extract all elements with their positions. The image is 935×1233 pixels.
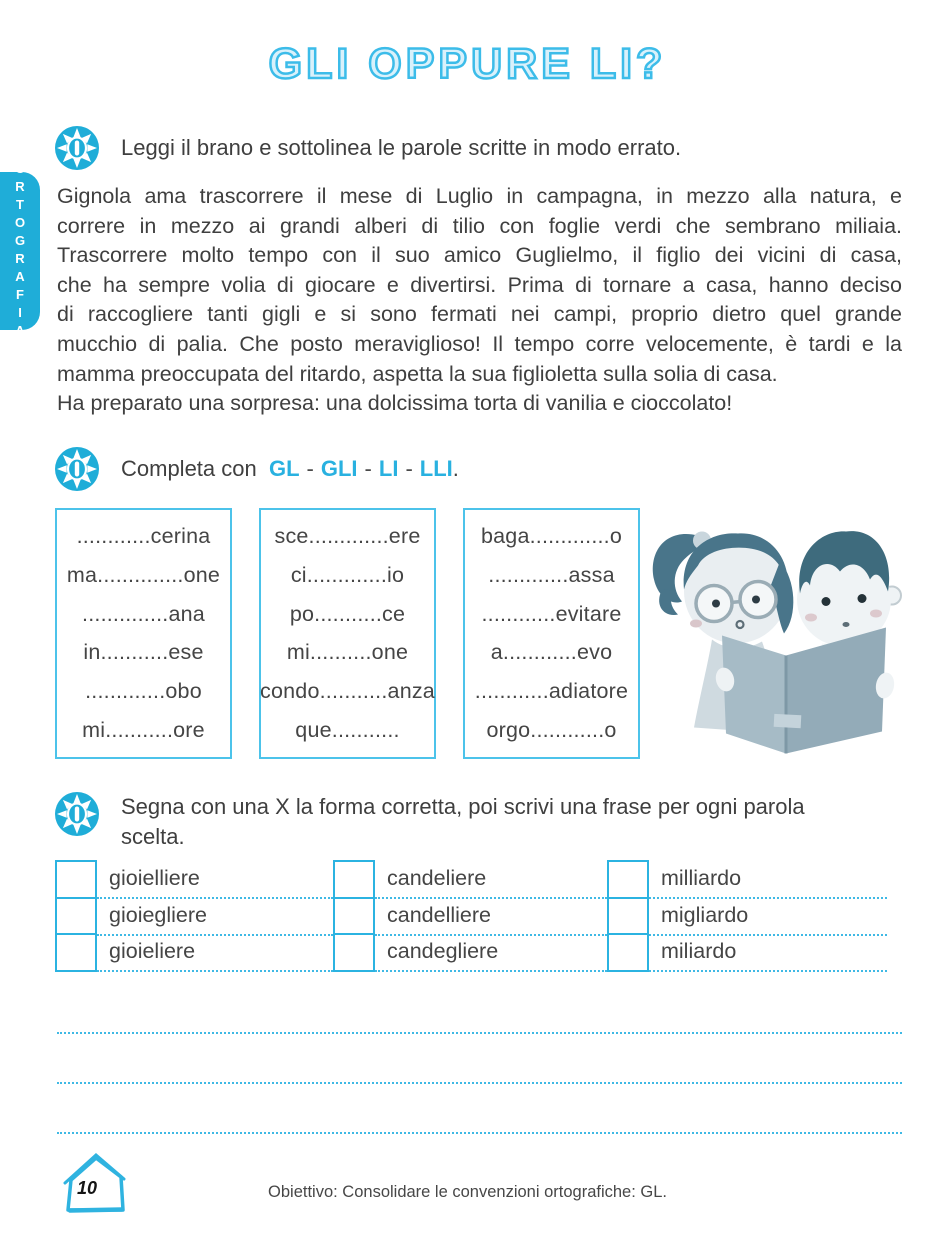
fill-in-word[interactable]: .............obo xyxy=(85,679,202,704)
passage-line: Ha preparato una sorpresa: una dolcissim… xyxy=(57,391,733,416)
choice-word: gioielliere xyxy=(97,860,333,899)
word-choice-grid: gioielliere gioiegliere gioieliere cande… xyxy=(55,860,887,972)
fill-in-word[interactable]: a............evo xyxy=(490,640,613,665)
fill-in-word[interactable]: in...........ese xyxy=(83,640,204,665)
sun-exclamation-icon xyxy=(55,447,99,491)
word-box-1: ............cerina ma..............one .… xyxy=(55,508,232,759)
fill-in-word[interactable]: .............assa xyxy=(488,562,615,587)
choice-row: milliardo xyxy=(607,860,887,899)
choice-row: gioielliere xyxy=(55,860,333,899)
fill-in-word[interactable]: orgo............o xyxy=(486,718,617,743)
passage-line: Trascorrere molto tempo con il suo amico… xyxy=(57,243,902,268)
sun-exclamation-icon xyxy=(55,126,99,170)
choice-column-3: milliardo migliardo miliardo xyxy=(607,860,887,972)
choice-word: candeliere xyxy=(375,860,607,899)
fill-in-word[interactable]: mi...........ore xyxy=(82,718,205,743)
choice-row: candegliere xyxy=(333,933,607,972)
choice-row: migliardo xyxy=(607,896,887,936)
choice-word: miliardo xyxy=(649,933,887,972)
passage-line: mamma preoccupata del ritardo, aspetta l… xyxy=(57,361,778,386)
exercise2-instruction: Completa con GL - GLI - LI - LLI. xyxy=(121,454,459,484)
choice-word: migliardo xyxy=(649,897,887,936)
checkbox[interactable] xyxy=(55,896,97,936)
choice-row: miliardo xyxy=(607,933,887,972)
exercise3-instruction-line2: scelta. xyxy=(121,824,185,849)
checkbox[interactable] xyxy=(607,896,649,936)
fill-in-word[interactable]: ............cerina xyxy=(76,523,211,548)
option-gli: GLI xyxy=(320,456,358,481)
separator: - xyxy=(364,456,372,481)
option-li: LI xyxy=(378,456,399,481)
passage-line: mucchio di palia. Che posto meraviglioso… xyxy=(57,331,902,356)
exercise3-instruction: Segna con una X la forma corretta, poi s… xyxy=(121,792,805,852)
page-number-house: 10 xyxy=(55,1150,135,1220)
exercise3-instruction-line1: Segna con una X la forma corretta, poi s… xyxy=(121,794,805,819)
fill-in-word[interactable]: ..............ana xyxy=(82,601,205,626)
period: . xyxy=(452,456,459,481)
exercise2-prefix: Completa con xyxy=(121,456,257,481)
choice-column-1: gioielliere gioiegliere gioieliere xyxy=(55,860,333,972)
exercise2-header: Completa con GL - GLI - LI - LLI. xyxy=(55,447,459,491)
fill-in-word[interactable]: sce.............ere xyxy=(274,523,421,548)
checkbox[interactable] xyxy=(607,933,649,972)
house-icon xyxy=(63,1153,126,1213)
choice-row: gioieliere xyxy=(55,933,333,972)
writing-line[interactable] xyxy=(57,1084,902,1134)
fill-in-word[interactable]: ma..............one xyxy=(66,562,221,587)
fill-in-word[interactable]: baga.............o xyxy=(480,523,623,548)
writing-line[interactable] xyxy=(57,1034,902,1084)
choice-word: milliardo xyxy=(649,860,887,899)
choice-row: candeliere xyxy=(333,860,607,899)
exercise1-instruction: Leggi il brano e sottolinea le parole sc… xyxy=(121,135,682,160)
fill-in-word[interactable]: ............evitare xyxy=(481,601,622,626)
sidebar-tab-label: ORTOGRAFIA xyxy=(12,161,28,341)
word-box-3: baga.............o .............assa ...… xyxy=(463,508,640,759)
footer-objective: Obiettivo: Consolidare le convenzioni or… xyxy=(268,1183,667,1201)
sun-exclamation-icon xyxy=(55,792,99,836)
option-lli: LLI xyxy=(419,456,453,481)
fill-in-word[interactable]: ci.............io xyxy=(290,562,405,587)
choice-word: gioiegliere xyxy=(97,897,333,936)
fill-in-word[interactable]: condo...........anza xyxy=(260,679,435,704)
checkbox[interactable] xyxy=(55,933,97,972)
exercise3-header: Segna con una X la forma corretta, poi s… xyxy=(55,792,805,852)
choice-word: candelliere xyxy=(375,897,607,936)
passage-line: di raccogliere tanti gigli e si sono fer… xyxy=(57,302,902,327)
word-box-2: sce.............ere ci.............io po… xyxy=(259,508,436,759)
passage-line: correre in mezzo ai grandi alberi di til… xyxy=(57,213,902,238)
separator: - xyxy=(306,456,314,481)
children-reading-illustration xyxy=(652,531,902,754)
fill-in-word[interactable]: que........... xyxy=(295,718,400,743)
reading-passage: Gignola ama trascorrere il mese di Lugli… xyxy=(57,182,902,419)
checkbox[interactable] xyxy=(607,860,649,899)
separator: - xyxy=(405,456,413,481)
choice-column-2: candeliere candelliere candegliere xyxy=(333,860,607,972)
checkbox[interactable] xyxy=(333,896,375,936)
choice-row: candelliere xyxy=(333,896,607,936)
choice-row: gioiegliere xyxy=(55,896,333,936)
completion-boxes: ............cerina ma..............one .… xyxy=(55,508,640,759)
checkbox[interactable] xyxy=(333,933,375,972)
checkbox[interactable] xyxy=(333,860,375,899)
writing-lines xyxy=(57,984,902,1134)
writing-line[interactable] xyxy=(57,984,902,1034)
fill-in-word[interactable]: po...........ce xyxy=(289,601,406,626)
exercise1-header: Leggi il brano e sottolinea le parole sc… xyxy=(55,126,681,170)
checkbox[interactable] xyxy=(55,860,97,899)
option-gl: GL xyxy=(268,456,300,481)
choice-word: gioieliere xyxy=(97,933,333,972)
passage-line: che ha sempre volia di giocare e diverti… xyxy=(57,272,902,297)
sidebar-tab-ortografia: ORTOGRAFIA xyxy=(0,161,40,341)
page-number: 10 xyxy=(77,1178,98,1198)
page-title: GLI OPPURE LI? xyxy=(267,39,667,90)
passage-line: Gignola ama trascorrere il mese di Lugli… xyxy=(57,184,902,208)
fill-in-word[interactable]: mi..........one xyxy=(286,640,409,665)
choice-word: candegliere xyxy=(375,933,607,972)
fill-in-word[interactable]: ............adiatore xyxy=(474,679,629,704)
